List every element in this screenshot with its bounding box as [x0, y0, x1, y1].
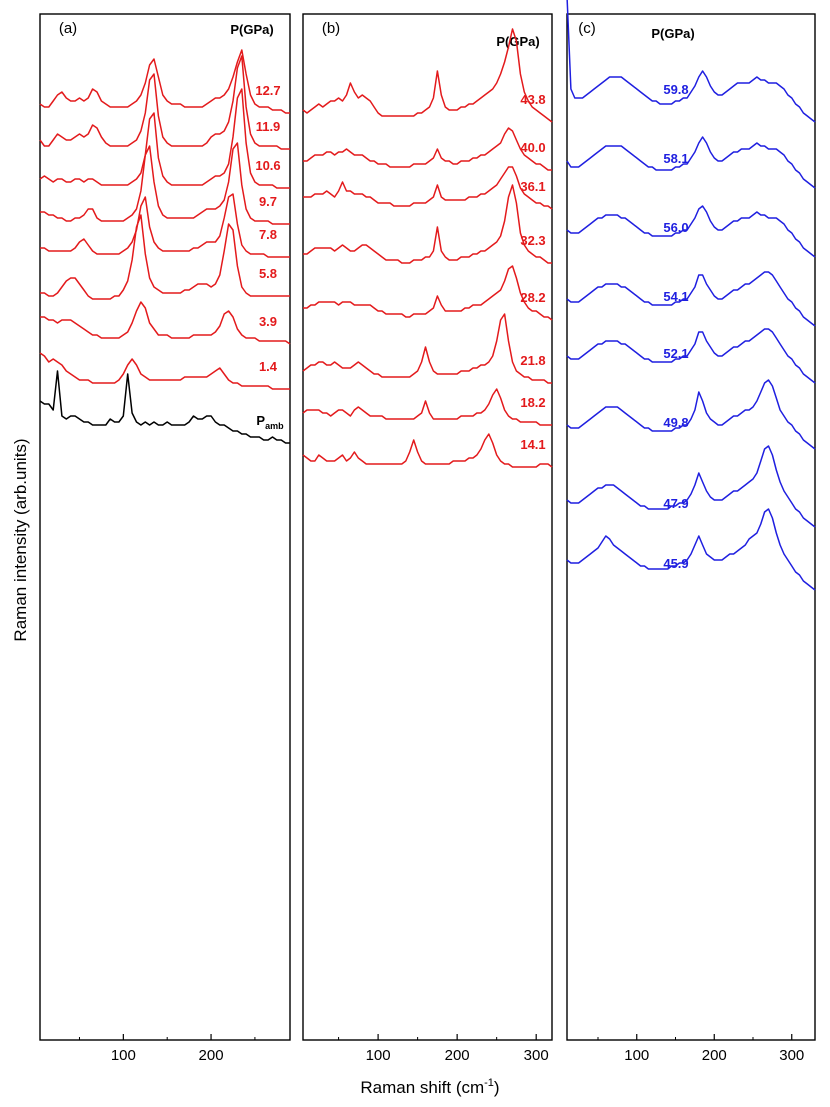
x-tick-label: 100: [624, 1047, 649, 1064]
panel-frame: [566, 13, 816, 1041]
spectrum-line: [566, 271, 816, 327]
panel-letter: (b): [322, 20, 340, 37]
spectrum-line: [40, 214, 290, 300]
pressure-label: 12.7: [255, 83, 280, 98]
spectrum-line: [39, 370, 290, 444]
x-tick-label: 300: [524, 1047, 549, 1064]
pressure-label: 58.1: [663, 151, 688, 166]
pressure-label: 43.8: [520, 92, 545, 107]
spectrum-line: [303, 166, 553, 210]
pressure-header: P(GPa): [230, 22, 273, 37]
spectrum-line: [302, 388, 552, 426]
pressure-label: 1.4: [259, 359, 278, 374]
y-axis-label: Raman intensity (arb.units): [11, 438, 30, 641]
pressure-label: 54.1: [663, 289, 688, 304]
spectrum-line: [302, 433, 553, 468]
pressure-header: P(GPa): [651, 26, 694, 41]
pressure-label: 59.8: [663, 82, 688, 97]
pressure-label: Pamb: [256, 413, 284, 431]
pressure-label: 52.1: [663, 346, 688, 361]
pressure-label: 28.2: [520, 290, 545, 305]
pressure-label: 18.2: [520, 395, 545, 410]
panel-letter: (a): [59, 20, 77, 37]
spectrum-line: [40, 193, 290, 258]
x-tick-label: 200: [702, 1047, 727, 1064]
x-tick-label: 200: [199, 1047, 224, 1064]
spectrum-line: [39, 49, 290, 114]
spectrum-line: [303, 184, 552, 264]
x-axis-label-sup: -1: [484, 1077, 494, 1089]
pressure-label: 56.0: [663, 220, 688, 235]
pressure-label: 36.1: [520, 179, 545, 194]
pressure-label: 7.8: [259, 227, 277, 242]
x-axis-label: Raman shift (cm-1): [360, 1077, 499, 1097]
spectrum-line: [566, 508, 816, 591]
spectrum-line: [566, 205, 816, 258]
panel-b: (b) P(GPa) 100 200 300 43.8 40.0 36.1 32.3 28.2 21…: [302, 13, 553, 1064]
spectrum-line: [302, 313, 552, 384]
x-axis-label-end: ): [494, 1078, 500, 1097]
x-tick-label: 200: [445, 1047, 470, 1064]
pressure-label: 45.9: [663, 556, 688, 571]
pressure-label: 40.0: [520, 140, 545, 155]
x-tick-label: 100: [111, 1047, 136, 1064]
panel-a: (a) P(GPa) 100 200 12.7 11.9 10.6 9.7 7.8 5.8 3.9 1…: [39, 13, 291, 1064]
pressure-label: 32.3: [520, 233, 545, 248]
x-tick-label: 300: [779, 1047, 804, 1064]
pressure-label: 47.9: [663, 496, 688, 511]
pressure-label: 21.8: [520, 353, 545, 368]
spectrum-line: [303, 127, 552, 171]
x-axis-label-main: Raman shift (cm: [360, 1078, 484, 1097]
panel-frame: [39, 13, 291, 1041]
spectrum-line: [566, 328, 816, 384]
spectrum-line: [39, 352, 290, 390]
pressure-label: 11.9: [256, 119, 281, 134]
pressure-label: 9.7: [259, 194, 277, 209]
spectrum-line: [39, 88, 290, 189]
pressure-label: 14.1: [520, 437, 545, 452]
spectrum-line: [566, 379, 816, 450]
panel-letter: (c): [578, 20, 596, 37]
spectrum-line: [39, 55, 290, 150]
spectrum-line: [40, 301, 291, 345]
pressure-label: 3.9: [259, 314, 277, 329]
pressure-label: 10.6: [255, 158, 280, 173]
panel-c: (c) P(GPa) 100 200 300 59.8 58.1 56.0 54.1 52.1 49…: [566, 0, 816, 1064]
spectrum-line: [566, 445, 816, 528]
panel-frame: [302, 13, 553, 1041]
spectrum-line: [566, 0, 816, 123]
pressure-label: 49.8: [663, 415, 688, 430]
spectrum-line: [303, 265, 553, 321]
spectrum-line: [40, 142, 290, 225]
x-tick-label: 100: [366, 1047, 391, 1064]
spectrum-line: [302, 28, 553, 123]
spectrum-line: [566, 136, 816, 189]
pressure-label: 5.8: [259, 266, 277, 281]
pressure-header: P(GPa): [496, 34, 539, 49]
